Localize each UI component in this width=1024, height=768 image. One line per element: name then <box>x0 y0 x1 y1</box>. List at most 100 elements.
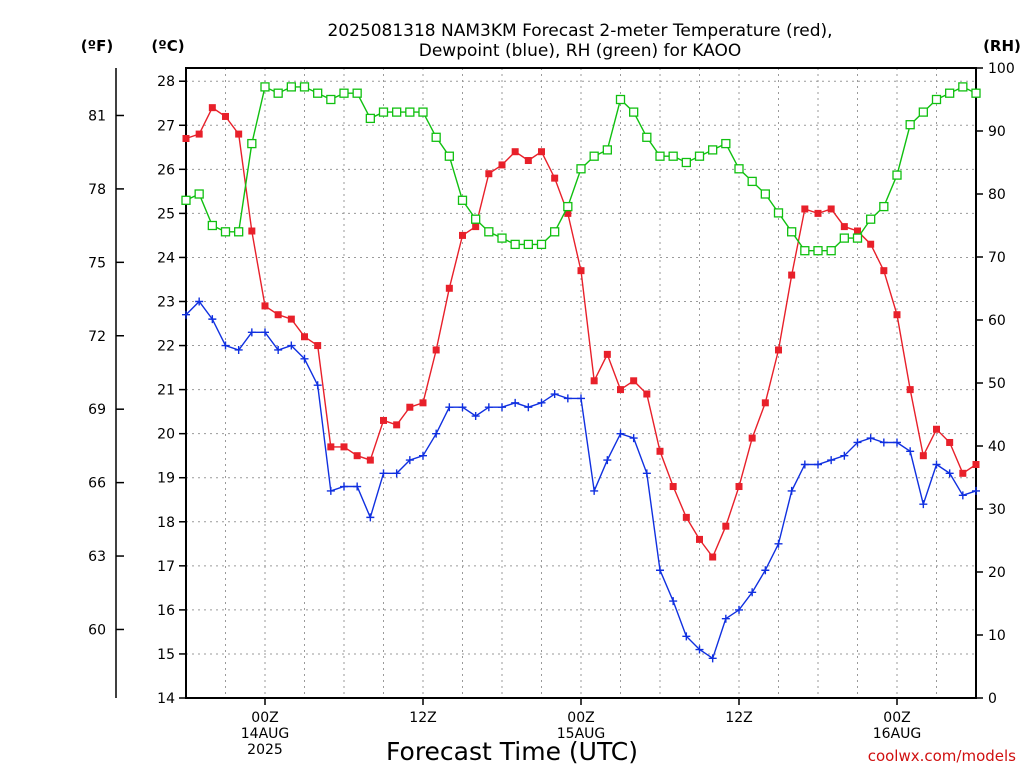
celsius-tick-label: 26 <box>157 162 175 178</box>
temperature-point <box>933 425 940 433</box>
celsius-tick-label: 15 <box>157 647 175 663</box>
temperature-series <box>182 104 980 561</box>
rh-point <box>220 227 231 237</box>
fahrenheit-axis: 60 63 66 69 72 75 78 81 <box>88 108 124 638</box>
rh-unit-label: (RH) <box>983 37 1021 55</box>
rh-point <box>615 94 626 105</box>
temperature-point <box>682 513 690 521</box>
dewpoint-point <box>326 486 335 495</box>
temperature-point <box>867 240 875 248</box>
time-tick-label: 16AUG <box>873 726 922 742</box>
rh-point <box>787 227 797 237</box>
rh-point <box>642 132 652 142</box>
temperature-point <box>893 311 901 319</box>
temperature-point <box>314 342 322 350</box>
rh-point <box>326 94 336 105</box>
temperature-point <box>814 209 822 217</box>
rh-point <box>418 107 428 117</box>
temperature-point <box>182 134 190 142</box>
temperature-point <box>801 205 809 213</box>
celsius-axis: 14 15 16 17 18 19 20 21 22 23 24 25 26 27 28 <box>157 74 186 707</box>
dewpoint-point <box>392 469 401 478</box>
dewpoint-point <box>432 429 441 438</box>
rh-point <box>247 138 257 149</box>
rh-point <box>497 233 507 243</box>
dewpoint-point <box>879 438 888 447</box>
rh-point <box>194 189 204 199</box>
dewpoint-point <box>840 451 849 460</box>
temperature-point <box>419 399 427 407</box>
rh-tick-label: 0 <box>988 691 997 707</box>
dewpoint-point <box>932 460 941 469</box>
dewpoint-point <box>590 486 599 495</box>
rh-point <box>945 88 955 98</box>
rh-point <box>207 220 217 231</box>
temperature-point <box>301 333 308 341</box>
rh-tick-label: 70 <box>988 250 1006 266</box>
temperature-point <box>919 452 927 460</box>
dewpoint-point <box>419 451 427 460</box>
temperature-point <box>577 267 585 275</box>
dewpoint-point <box>484 403 493 412</box>
rh-point <box>747 176 757 187</box>
dewpoint-point <box>247 328 256 337</box>
celsius-tick-label: 25 <box>157 206 175 222</box>
celsius-tick-label: 17 <box>157 559 175 575</box>
rh-point <box>286 82 296 92</box>
dewpoint-point <box>866 434 875 443</box>
celsius-tick-label: 28 <box>157 74 175 90</box>
temperature-point <box>906 386 914 394</box>
rh-point <box>931 94 942 105</box>
temperature-point <box>274 311 282 319</box>
temperature-point <box>735 483 743 491</box>
dewpoint-point <box>537 398 546 407</box>
temperature-point <box>261 302 269 310</box>
dewpoint-point <box>287 341 296 350</box>
temperature-point <box>208 104 216 112</box>
temperature-point <box>709 553 717 561</box>
fahrenheit-tick-label: 60 <box>88 622 106 638</box>
dewpoint-point <box>221 341 230 350</box>
temperature-point <box>406 403 414 411</box>
temperature-point <box>603 350 611 358</box>
temperature-point <box>880 267 888 275</box>
temperature-point <box>972 461 980 469</box>
temperature-point <box>235 130 243 138</box>
rh-point <box>734 164 744 174</box>
dewpoint-point <box>800 460 809 469</box>
dewpoint-point <box>471 412 480 421</box>
rh-point <box>681 157 691 168</box>
dewpoint-point <box>524 403 533 412</box>
temperature-point <box>722 522 730 530</box>
temperature-point <box>551 174 559 182</box>
rh-point <box>958 82 968 92</box>
temperature-point <box>643 390 651 398</box>
rh-tick-label: 20 <box>988 565 1006 581</box>
dewpoint-point <box>774 539 783 548</box>
celsius-tick-label: 21 <box>157 383 175 399</box>
dewpoint-point <box>853 438 862 447</box>
temperature-point <box>524 157 532 165</box>
rh-tick-label: 80 <box>988 187 1006 203</box>
dewpoint-point <box>735 605 743 614</box>
series-layer <box>181 82 981 663</box>
temperature-point <box>445 284 453 292</box>
temperature-point <box>485 170 493 178</box>
celsius-tick-label: 16 <box>157 603 175 619</box>
dewpoint-point <box>195 297 204 306</box>
temperature-point <box>393 421 401 429</box>
dewpoint-point <box>958 491 967 500</box>
rh-point <box>510 239 520 250</box>
dewpoint-point <box>498 403 506 412</box>
fahrenheit-tick-label: 75 <box>88 255 106 271</box>
rh-tick-label: 90 <box>988 124 1006 140</box>
dewpoint-point <box>787 486 796 495</box>
temperature-point <box>340 443 348 451</box>
rh-point <box>800 246 810 256</box>
temperature-point <box>248 227 256 235</box>
rh-tick-label: 60 <box>988 313 1006 329</box>
rh-tick-label: 50 <box>988 376 1006 392</box>
temperature-point <box>656 447 664 455</box>
